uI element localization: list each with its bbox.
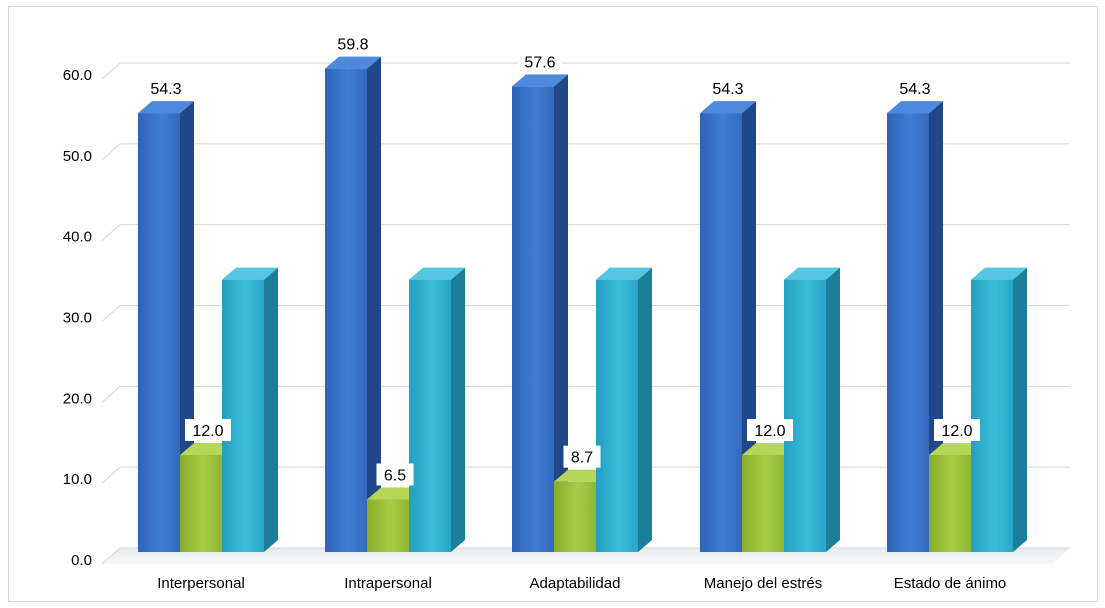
bar bbox=[887, 101, 943, 552]
y-tick-label: 50.0 bbox=[63, 148, 92, 165]
data-label: 8.7 bbox=[563, 445, 601, 468]
bar-top bbox=[512, 74, 568, 87]
x-axis-tick-labels: Interpersonal Intrapersonal Adaptabilidad M… bbox=[157, 575, 1006, 592]
bar bbox=[325, 56, 381, 552]
bar-top bbox=[138, 101, 194, 114]
data-label-box bbox=[705, 77, 751, 100]
bar-side bbox=[1013, 267, 1027, 552]
gridline-diagonal bbox=[101, 143, 121, 161]
data-label-text: 8.7 bbox=[571, 450, 593, 467]
gridline-diagonal bbox=[101, 305, 121, 322]
data-label-text: 12.0 bbox=[754, 423, 785, 440]
bar-top bbox=[784, 267, 840, 280]
bar-front bbox=[742, 455, 784, 552]
y-axis-tick-labels: 0.0 10.0 20.0 30.0 40.0 50.0 60.0 bbox=[63, 67, 92, 569]
x-tick-label: Estado de ánimo bbox=[894, 575, 1007, 592]
data-label-box bbox=[747, 419, 793, 441]
data-label: 6.5 bbox=[376, 463, 414, 486]
data-label: 54.3 bbox=[143, 77, 189, 100]
data-label: 12.0 bbox=[934, 419, 980, 441]
data-label: 54.3 bbox=[892, 77, 938, 100]
bar-top bbox=[222, 267, 278, 280]
data-labels: 54.3 12.0 59.8 6.5 57.6 8.7 54.3 12.0 54.3 12.0 bbox=[143, 32, 980, 486]
x-tick-label: Interpersonal bbox=[157, 575, 245, 592]
bar-top bbox=[971, 267, 1027, 280]
y-tick-label: 30.0 bbox=[63, 310, 92, 327]
bar bbox=[222, 267, 278, 552]
gridline-diagonal bbox=[101, 547, 121, 565]
x-tick-label: Manejo del estrés bbox=[704, 575, 822, 592]
bar-front bbox=[138, 113, 180, 552]
bar bbox=[596, 267, 652, 552]
bar-front bbox=[554, 481, 596, 552]
y-tick-label: 60.0 bbox=[63, 67, 92, 84]
y-tick-label: 0.0 bbox=[71, 552, 92, 569]
bar-front bbox=[512, 86, 554, 553]
bar bbox=[409, 267, 465, 552]
bar-front bbox=[325, 68, 367, 552]
data-label-box bbox=[892, 77, 938, 100]
gridline-diagonal bbox=[101, 385, 121, 403]
bar-front bbox=[784, 279, 826, 552]
bar-side bbox=[264, 267, 278, 552]
bar-top bbox=[887, 101, 943, 114]
bar-top bbox=[700, 101, 756, 114]
x-tick-label: Adaptabilidad bbox=[530, 575, 621, 592]
bar-top bbox=[325, 56, 381, 69]
data-label: 12.0 bbox=[185, 419, 231, 441]
data-label-box bbox=[517, 50, 563, 73]
data-label-box bbox=[143, 77, 189, 100]
bar-side bbox=[638, 267, 652, 552]
data-label-text: 12.0 bbox=[192, 423, 223, 440]
bar-front bbox=[222, 279, 264, 552]
data-label: 12.0 bbox=[747, 419, 793, 441]
bar-front bbox=[596, 279, 638, 552]
bar bbox=[971, 267, 1027, 552]
bar-front bbox=[929, 455, 971, 552]
gridline-diagonal bbox=[101, 224, 121, 242]
bar-top bbox=[596, 267, 652, 280]
data-label-text: 59.8 bbox=[337, 37, 368, 54]
data-label-text: 6.5 bbox=[384, 467, 406, 484]
bar bbox=[700, 101, 756, 552]
bar-front bbox=[180, 455, 222, 552]
bar-front bbox=[367, 499, 409, 552]
bar-side bbox=[554, 74, 568, 553]
y-tick-label: 40.0 bbox=[63, 229, 92, 246]
data-label: 57.6 bbox=[517, 50, 563, 73]
gridline-diagonal bbox=[101, 62, 121, 80]
data-label-text: 57.6 bbox=[524, 54, 555, 71]
bar-side bbox=[451, 267, 465, 552]
data-label-text: 12.0 bbox=[941, 423, 972, 440]
bar-side bbox=[826, 267, 840, 552]
data-label-text: 54.3 bbox=[899, 81, 930, 98]
data-label-text: 54.3 bbox=[712, 81, 743, 98]
data-label: 54.3 bbox=[705, 77, 751, 100]
data-label-box bbox=[376, 463, 414, 486]
y-tick-label: 10.0 bbox=[63, 471, 92, 488]
bar-front bbox=[409, 279, 451, 552]
bar-front bbox=[700, 113, 742, 552]
bar-front bbox=[971, 279, 1013, 552]
bar bbox=[784, 267, 840, 552]
bars bbox=[138, 56, 1027, 553]
y-tick-label: 20.0 bbox=[63, 390, 92, 407]
bar-side bbox=[367, 56, 381, 552]
x-tick-label: Intrapersonal bbox=[344, 575, 432, 592]
bar bbox=[512, 74, 568, 553]
data-label-box bbox=[563, 445, 601, 468]
data-label-text: 54.3 bbox=[150, 81, 181, 98]
bar-front bbox=[887, 113, 929, 552]
data-label: 59.8 bbox=[330, 32, 376, 55]
data-label-box bbox=[185, 419, 231, 441]
bar-top bbox=[409, 267, 465, 280]
data-label-box bbox=[330, 32, 376, 55]
gridline-diagonal bbox=[101, 466, 121, 484]
data-label-box bbox=[934, 419, 980, 441]
